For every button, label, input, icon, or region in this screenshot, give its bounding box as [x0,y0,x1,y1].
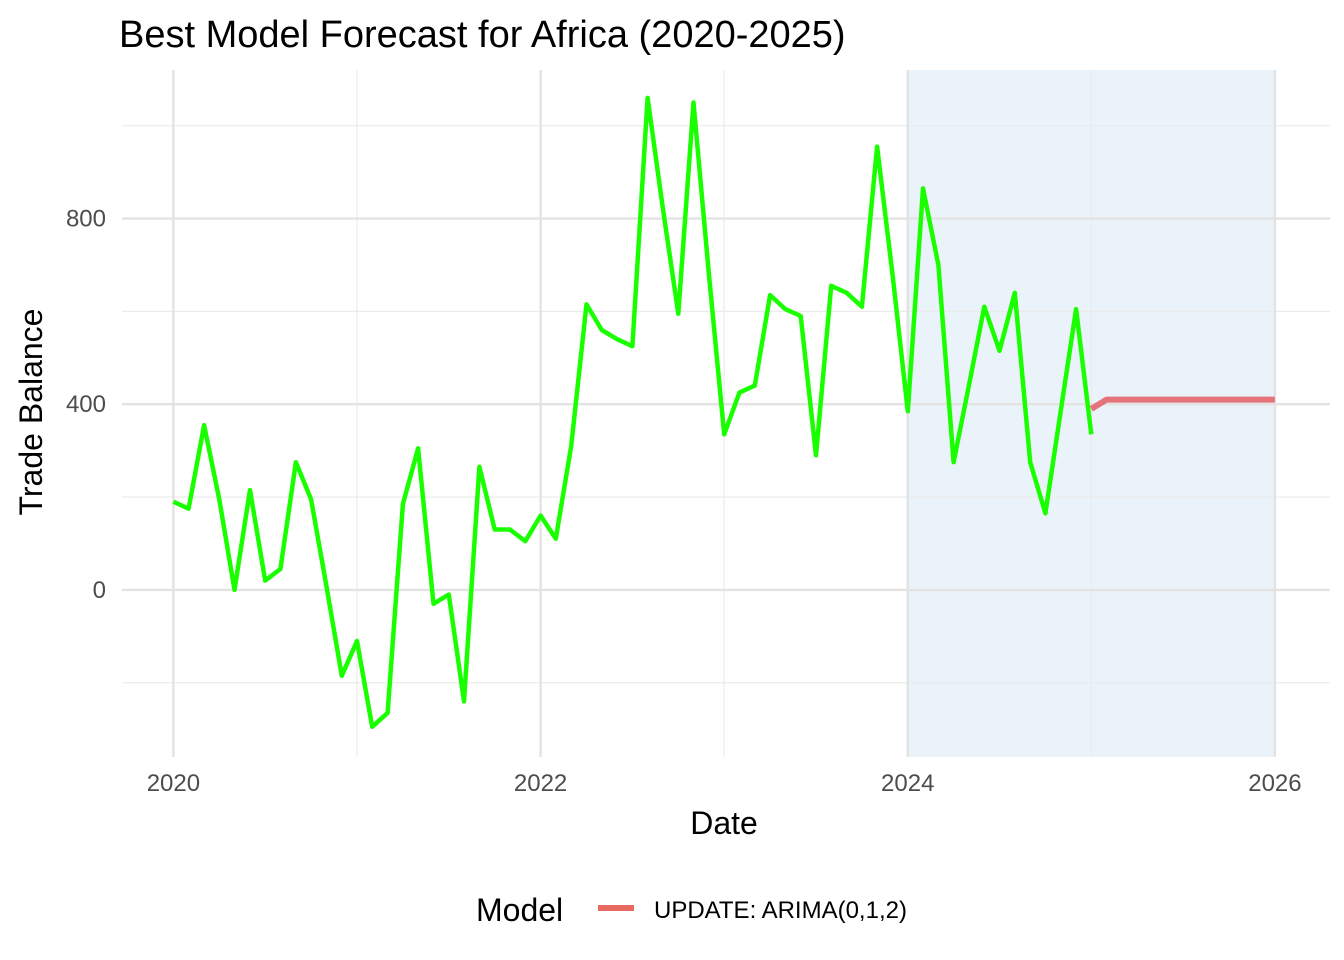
chart-title: Best Model Forecast for Africa (2020-202… [119,14,846,56]
x-axis-title: Date [690,805,758,841]
grid [122,70,1330,757]
x-tick-label: 2024 [881,770,934,797]
y-tick-label: 400 [66,391,106,418]
x-tick-label: 2026 [1248,770,1301,797]
legend-title: Model [476,892,563,928]
legend-label-arima: UPDATE: ARIMA(0,1,2) [654,897,907,924]
y-tick-label: 800 [66,206,106,233]
series-lines [172,95,1275,730]
y-axis-title: Trade Balance [13,309,49,516]
tick-labels: 2020 2022 2024 2026 0 400 800 [66,206,1302,797]
y-tick-label: 0 [93,577,106,604]
series-line-forecast [1089,396,1275,412]
legend: Model UPDATE: ARIMA(0,1,2) [476,892,907,928]
series-line-actual [172,95,1094,730]
x-tick-label: 2022 [514,770,567,797]
x-tick-label: 2020 [147,770,200,797]
